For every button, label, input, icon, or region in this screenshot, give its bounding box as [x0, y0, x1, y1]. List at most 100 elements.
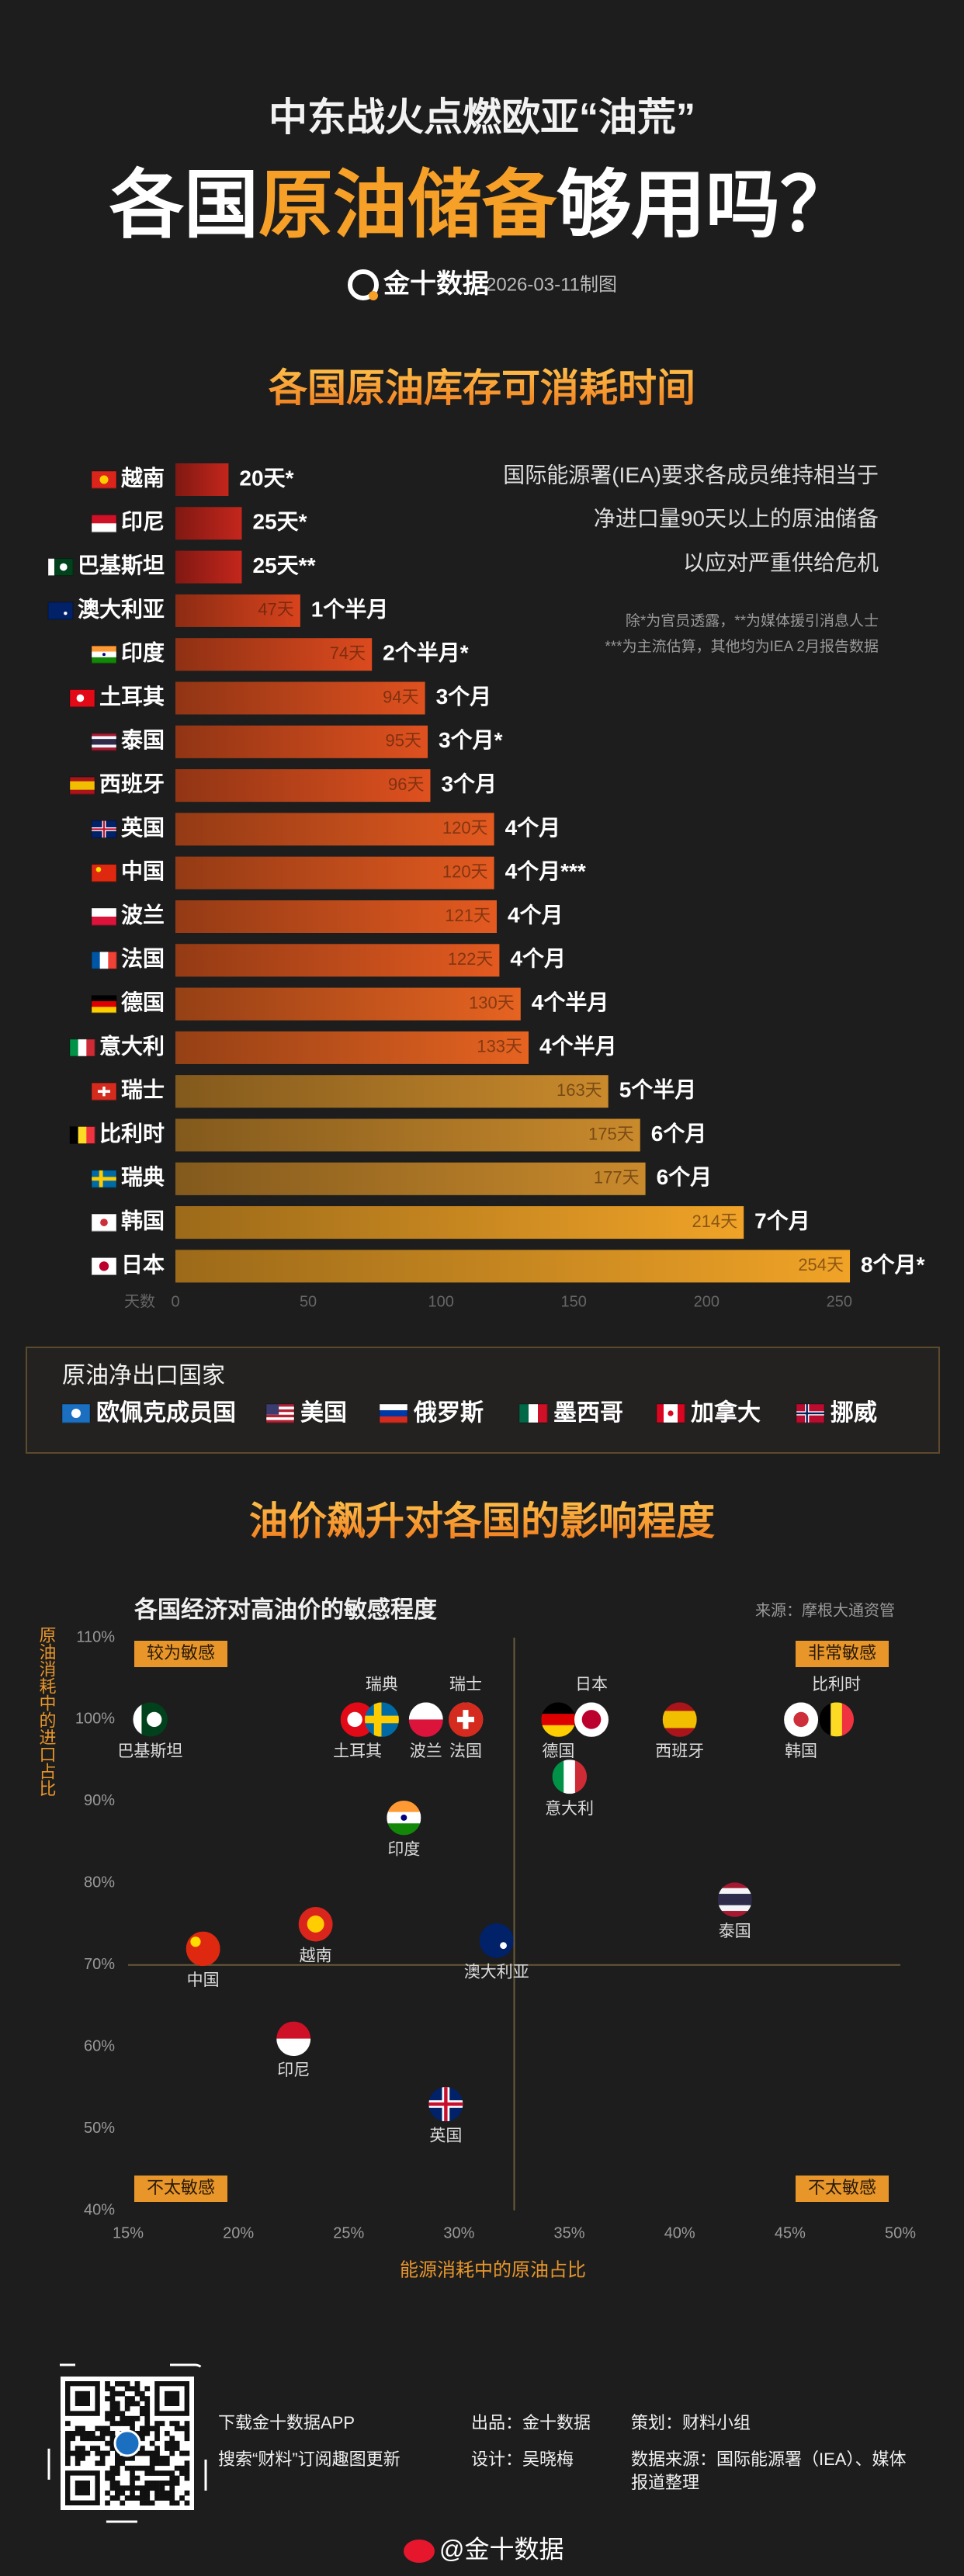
- month-label: 4个半月: [539, 1034, 617, 1058]
- flag: [387, 1800, 421, 1836]
- flag-part: [76, 694, 85, 702]
- flag-part: [796, 1403, 825, 1423]
- title-part: 各国: [109, 164, 258, 247]
- qr-module: [144, 2481, 151, 2486]
- flag-part: [463, 1710, 469, 1729]
- qr-module: [179, 2450, 185, 2456]
- qr-module: [149, 2470, 155, 2476]
- flag-part: [99, 1261, 109, 1271]
- value-label: 254天: [798, 1255, 844, 1274]
- flag-part: [78, 1038, 87, 1056]
- section-title: 各国原油库存可消耗时间: [269, 366, 695, 410]
- flag-part: [91, 744, 116, 748]
- qr-module: [115, 2391, 120, 2397]
- y-tick-label: 110%: [76, 1628, 115, 1645]
- point-label: 德国: [542, 1742, 574, 1760]
- qr-module: [184, 2450, 190, 2456]
- point-label: 日本: [575, 1676, 608, 1694]
- qr-module: [140, 2425, 145, 2432]
- qr-module: [144, 2485, 151, 2491]
- bar-shade: [175, 463, 229, 496]
- qr-module: [169, 2485, 175, 2491]
- qr-module: [165, 2481, 170, 2486]
- flag-part: [529, 1404, 539, 1423]
- qr-module: [140, 2406, 145, 2411]
- qr-module: [105, 2470, 110, 2476]
- qr-module: [174, 2500, 180, 2506]
- flag-part: [91, 733, 116, 737]
- qr-module: [154, 2431, 160, 2436]
- qr-module: [154, 2450, 160, 2456]
- qr-module: [184, 2425, 190, 2432]
- qr-module: [149, 2456, 155, 2461]
- section-title: 油价飙升对各国的影响程度: [249, 1499, 715, 1543]
- flag-part: [401, 1814, 407, 1821]
- qr-logo: [113, 2429, 141, 2457]
- qr-module: [179, 2470, 185, 2476]
- flag-part: [69, 785, 95, 791]
- flag: [276, 2021, 311, 2057]
- bar-shade: [175, 550, 242, 584]
- qr-module: [154, 2485, 160, 2491]
- qr-module: [165, 2440, 170, 2446]
- qr-module: [144, 2450, 151, 2456]
- category-label: 瑞典: [121, 1165, 165, 1189]
- qr-module: [134, 2386, 140, 2392]
- qr-module: [120, 2391, 126, 2397]
- qr-module: [99, 2431, 106, 2436]
- qr-module: [105, 2500, 110, 2506]
- qr-module: [134, 2465, 140, 2471]
- flag-part: [518, 1403, 548, 1423]
- flag-part: [91, 917, 116, 926]
- flag: [69, 689, 95, 707]
- qr-finder: [75, 2481, 90, 2496]
- qr-module: [140, 2396, 145, 2401]
- qr-module: [90, 2436, 95, 2442]
- flag-part: [664, 1404, 671, 1423]
- qr-module: [95, 2446, 101, 2451]
- qr-module: [184, 2431, 190, 2436]
- bar-shade: [175, 681, 425, 715]
- chart-title: 各国经济对高油价的敏感程度: [134, 1597, 437, 1623]
- flag-part: [387, 1823, 421, 1836]
- flag-part: [266, 1414, 294, 1418]
- qr-module: [169, 2470, 175, 2476]
- qr-module: [140, 2411, 145, 2417]
- qr-module: [115, 2450, 120, 2456]
- month-label: 6个月: [657, 1165, 713, 1189]
- qr-module: [124, 2415, 130, 2422]
- category-label: 泰国: [121, 728, 165, 752]
- qr-module: [140, 2465, 145, 2471]
- flag-part: [147, 1711, 162, 1728]
- flag: [552, 1760, 588, 1794]
- qr-module: [109, 2391, 116, 2397]
- bar-shade: [175, 507, 242, 540]
- bar-shade: [175, 944, 500, 977]
- qr-module: [109, 2415, 116, 2422]
- value-label: 122天: [448, 949, 494, 969]
- flag: [91, 1257, 117, 1275]
- qr-module: [109, 2475, 116, 2481]
- legend-item: 俄罗斯: [413, 1400, 484, 1426]
- flag: [479, 1923, 514, 1958]
- qr-module: [184, 2470, 190, 2476]
- qr-module: [109, 2401, 116, 2407]
- qr-module: [154, 2495, 160, 2501]
- qr-module: [169, 2421, 175, 2426]
- qr-module: [149, 2481, 155, 2486]
- flag-part: [99, 952, 109, 969]
- flag-part: [662, 1711, 697, 1720]
- qr-module: [154, 2490, 160, 2496]
- flag-part: [408, 1702, 443, 1720]
- flag-part: [78, 1126, 87, 1144]
- qr-module: [109, 2470, 116, 2476]
- value-label: 47天: [258, 600, 293, 619]
- x-tick-label: 35%: [554, 2224, 585, 2241]
- qr-module: [169, 2440, 175, 2446]
- value-label: 214天: [692, 1212, 737, 1231]
- qr-module: [124, 2495, 130, 2501]
- footer-text: 下载金十数据APP: [218, 2413, 355, 2432]
- x-tick-label: 50%: [885, 2224, 916, 2241]
- qr-module: [120, 2456, 126, 2461]
- flag-part: [91, 645, 117, 664]
